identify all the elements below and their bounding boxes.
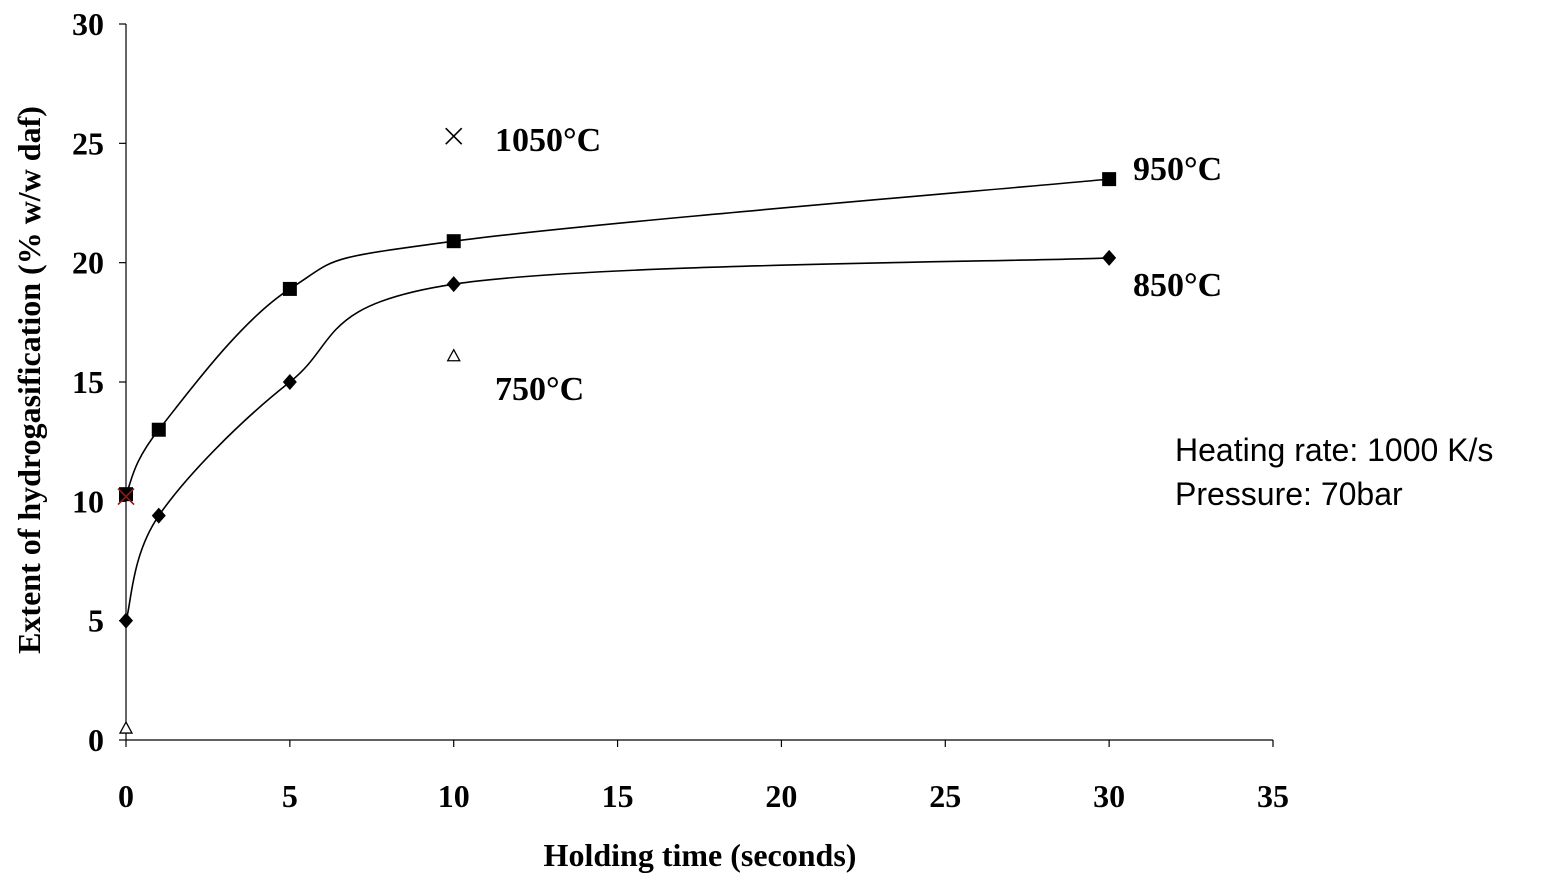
y-axis-title: Extent of hydrogasification (% w/w daf) <box>11 106 47 654</box>
data-point-750 <box>118 720 134 734</box>
data-point-750 <box>446 348 461 362</box>
data-point-850 <box>282 374 297 390</box>
x-axis-title: Holding time (seconds) <box>544 837 857 873</box>
x-axis-ticks: 0 5 10 15 20 25 30 35 <box>118 740 1289 814</box>
y-tick-label: 0 <box>88 722 104 758</box>
x-marker-stroke <box>445 127 463 145</box>
data-point-950 <box>282 281 297 296</box>
data-point-850 <box>151 507 166 524</box>
y-tick-label: 10 <box>72 483 104 519</box>
series-lines <box>125 178 1110 621</box>
x-tick-label: 10 <box>438 778 470 814</box>
x-tick-label: 35 <box>1257 778 1289 814</box>
y-tick-label: 25 <box>72 125 104 161</box>
annotation-heating-rate: Heating rate: 1000 K/s <box>1175 432 1493 468</box>
series-label-850: 850°C <box>1133 267 1222 304</box>
data-point-950 <box>119 487 133 502</box>
x-tick-label: 0 <box>118 778 134 814</box>
series-line-850 <box>125 257 1110 621</box>
y-tick-label: 30 <box>72 6 104 42</box>
x-tick-label: 15 <box>602 778 634 814</box>
y-axis-ticks: 0 5 10 15 20 25 30 <box>72 6 126 758</box>
data-point-950 <box>446 234 461 249</box>
data-point-850 <box>1102 249 1117 266</box>
annotation-pressure: Pressure: 70bar <box>1175 476 1403 512</box>
series-markers <box>117 127 1117 734</box>
series-line-950 <box>125 178 1110 495</box>
x-tick-label: 20 <box>765 778 797 814</box>
data-point-950 <box>1102 172 1117 187</box>
x-marker-stroke <box>117 487 135 506</box>
axes <box>125 24 1273 741</box>
data-point-850 <box>446 276 461 293</box>
series-label-750: 750°C <box>495 371 584 408</box>
y-tick-label: 5 <box>88 603 104 639</box>
data-point-1050 <box>117 487 135 506</box>
data-point-850 <box>119 612 133 629</box>
x-tick-label: 30 <box>1093 778 1125 814</box>
data-point-1050 <box>445 127 463 145</box>
x-tick-label: 25 <box>929 778 961 814</box>
y-tick-label: 15 <box>72 364 104 400</box>
series-label-950: 950°C <box>1133 151 1222 188</box>
y-tick-label: 20 <box>72 245 104 281</box>
x-tick-label: 5 <box>282 778 298 814</box>
series-label-1050: 1050°C <box>495 122 601 159</box>
data-point-950 <box>151 422 166 437</box>
